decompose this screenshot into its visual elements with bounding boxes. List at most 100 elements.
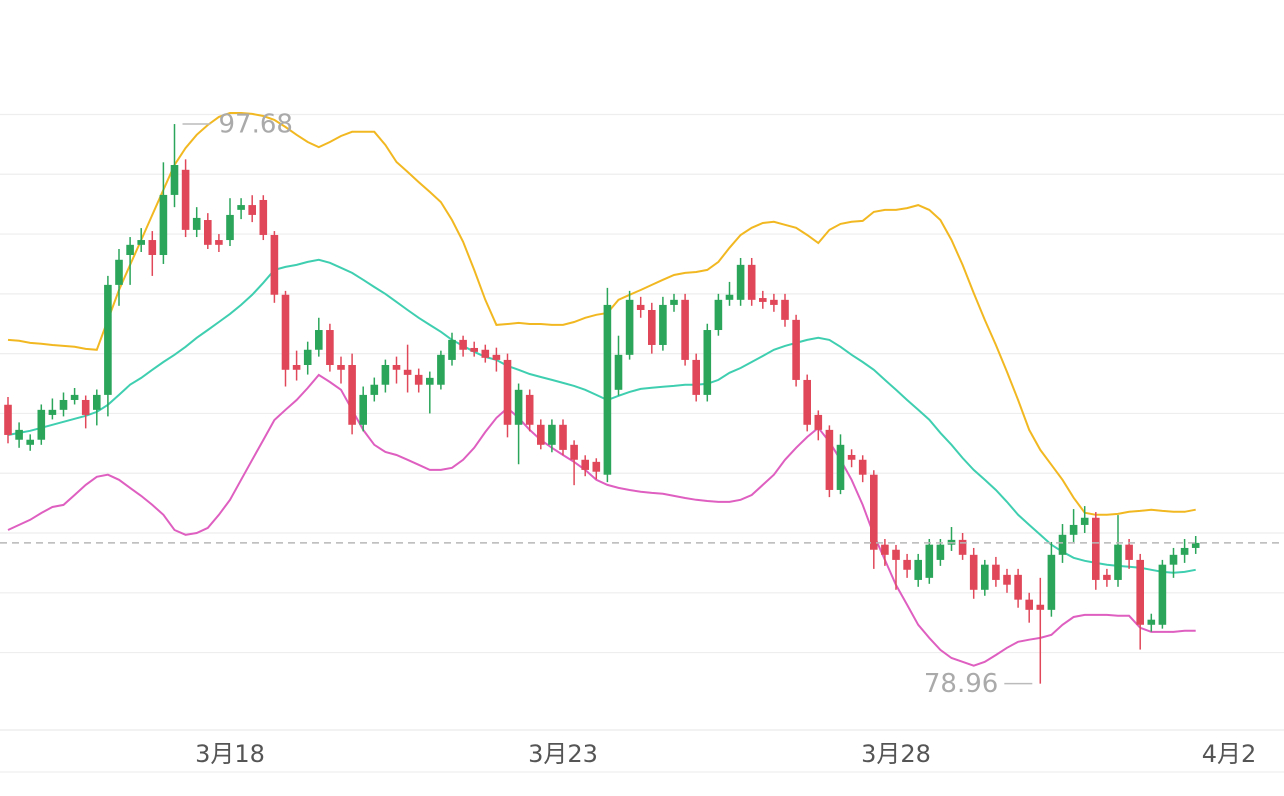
candle-body [537,424,545,445]
candle-body [548,424,556,445]
candle-body [381,365,390,385]
candle-body [581,459,589,470]
candle-body [636,304,645,310]
candle-body [936,544,945,560]
candle-body [1169,554,1178,565]
candle-body [1114,544,1122,580]
candle-body [159,194,168,255]
candle-body [803,379,811,425]
candle-body [392,365,401,370]
candle-body [648,309,656,345]
candle-body [592,461,601,472]
candle-body [625,299,634,355]
candle-body [1180,547,1189,555]
candle-body [492,354,501,360]
candle-body [403,369,412,375]
x-tick-label: 4月2 [1202,740,1257,768]
candle-body [370,384,379,395]
candle-body [614,354,623,390]
candle-body [892,549,900,560]
max-annotation: 97.68 [219,110,293,140]
candle-body [981,564,989,590]
candle-body [747,264,756,300]
candle-body [326,330,334,365]
candle-body [448,339,456,360]
candle-body [703,330,712,395]
candle-body [792,319,800,380]
candle-body [81,399,90,415]
candle-body [1069,524,1078,535]
candle-body [525,394,534,425]
candle-body [1036,604,1045,610]
candle-body [814,414,823,430]
band-line [7,373,1196,667]
candle-body [903,559,911,570]
candle-body [337,365,345,370]
candle-body [1136,559,1144,625]
candle-body [270,234,279,295]
candle-body [1147,619,1156,625]
candle-body [15,429,23,440]
x-tick-label: 3月28 [861,740,931,768]
candle-body [858,459,867,475]
candle-body [1047,554,1056,610]
candle-body [881,544,889,555]
min-annotation: 78.96 [924,669,998,699]
x-tick-label: 3月23 [528,740,598,768]
candle-body [670,299,678,305]
candle-body [836,444,845,490]
candle-body [1080,517,1089,525]
candle-body [181,169,190,230]
candle-body [303,349,312,365]
band-line [7,112,1196,516]
candle-body [426,377,434,385]
candle-body [992,564,1000,580]
candle-body [459,339,467,350]
candle-body [1092,517,1100,580]
candle-body [414,374,423,385]
candle-body [70,394,79,400]
candle-body [659,304,667,345]
candle-body [170,165,179,195]
candle-body [781,299,789,320]
x-tick-label: 3月18 [195,740,265,768]
candle-body [437,354,445,385]
candle-body [847,454,856,460]
candle-body [1003,574,1011,585]
candle-body [870,474,878,550]
candle-body [4,404,12,435]
candle-body [1191,542,1200,548]
candle-body [48,409,57,415]
candle-body [481,349,490,358]
candle-body [137,240,145,245]
candle-body [315,330,323,350]
candle-body [93,394,101,410]
candle-body [59,399,68,410]
candle-body [115,259,123,285]
band-line [7,258,1196,574]
candle-body [226,214,234,241]
candle-body [359,394,367,425]
candle-body [1014,574,1022,600]
candle-body [692,359,700,395]
candle-body [825,429,834,490]
candle-body [348,365,356,425]
candle-body [248,205,256,215]
candle-body [969,554,978,590]
candle-body [925,544,934,578]
candle-body [603,304,612,475]
candle-body [26,439,34,445]
candle-body [292,365,301,370]
candle-body [570,444,578,460]
candle-body [759,298,767,302]
candle-body [770,299,778,305]
candle-body [37,409,46,440]
candle-body [725,294,734,300]
candle-body [204,220,212,245]
candle-body [148,240,157,255]
candle-body [1025,599,1033,610]
candle-body [1158,564,1167,625]
candle-body [914,559,922,580]
candle-body [281,294,290,370]
